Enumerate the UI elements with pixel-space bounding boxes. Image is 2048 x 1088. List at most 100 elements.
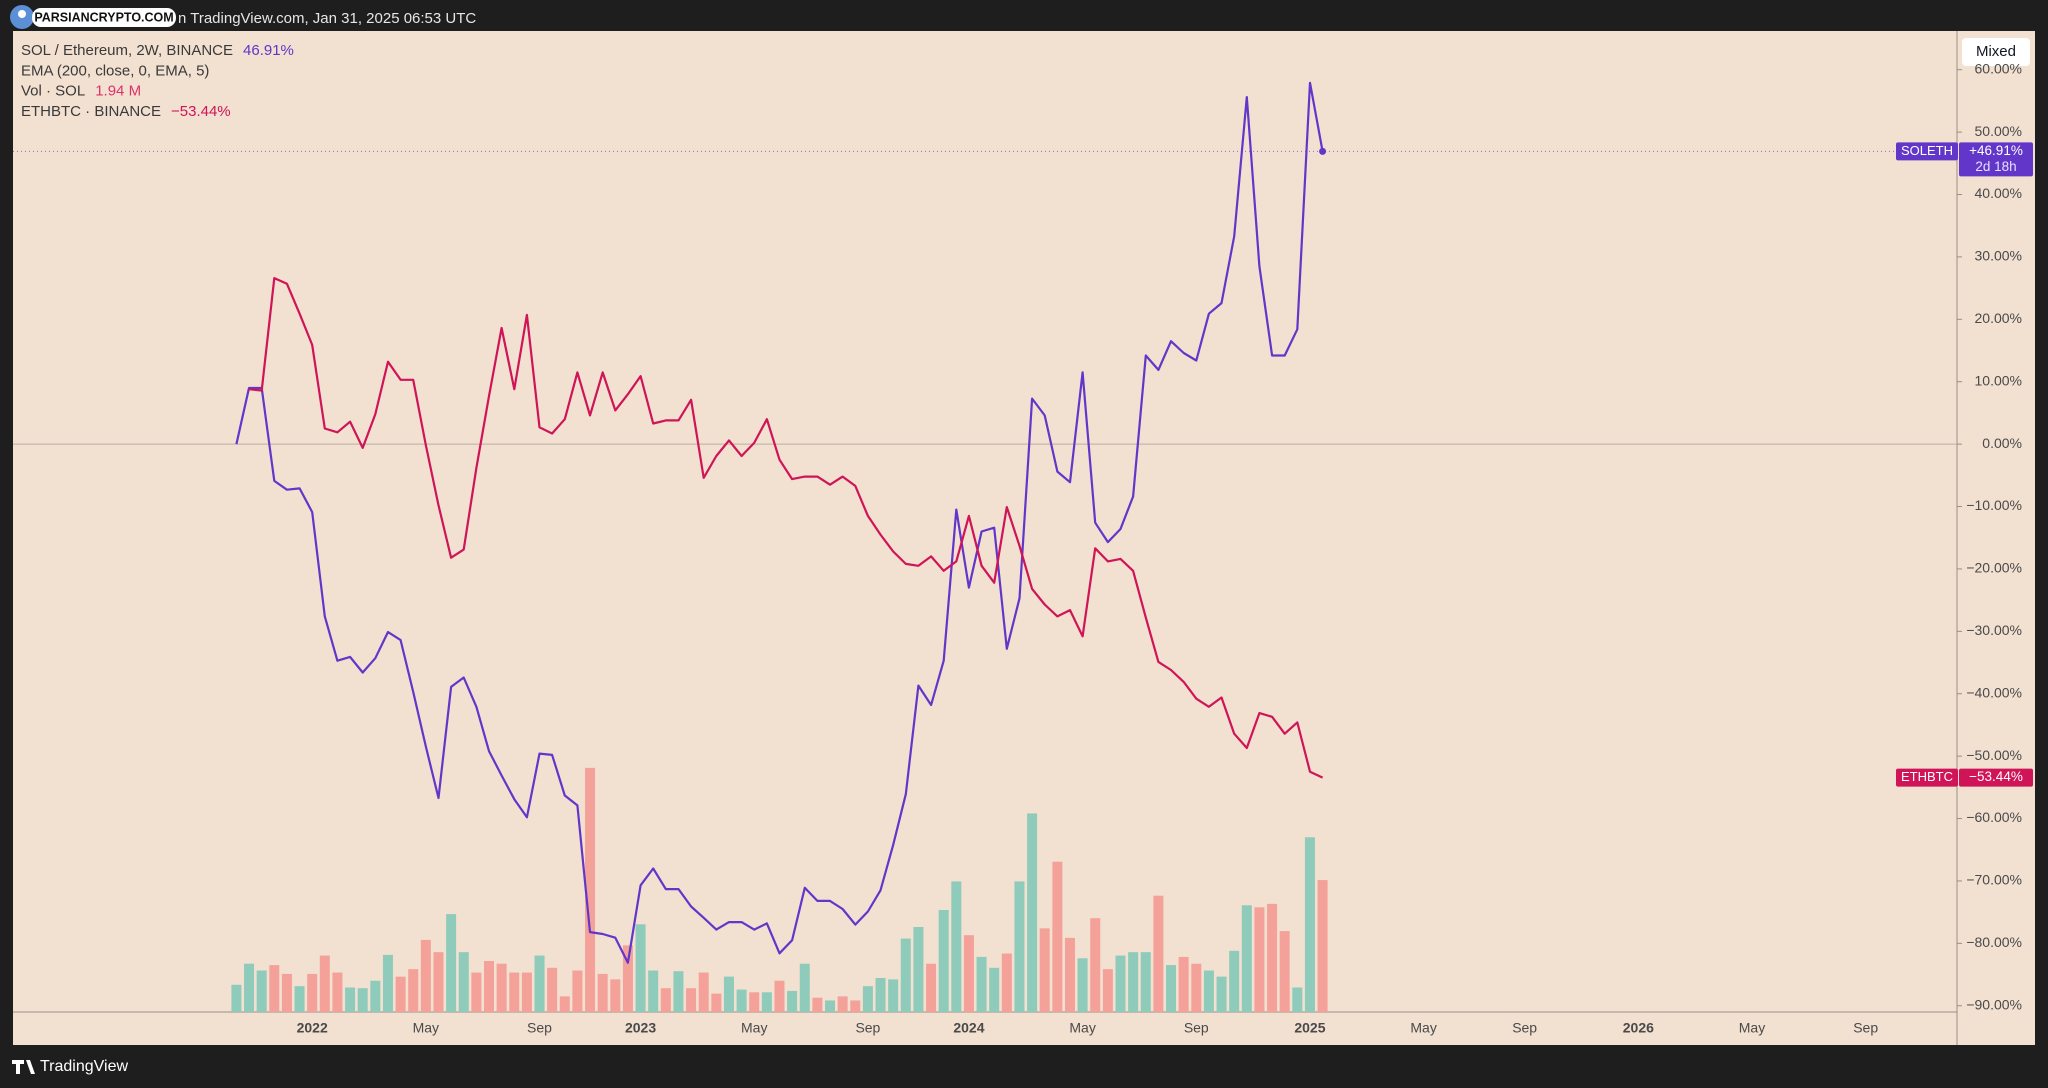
plot: −90.00% −80.00% −70.00% −60.00% −50.00% −40.0… bbox=[13, 60, 2022, 1036]
volume-bar bbox=[269, 965, 280, 1012]
volume-bar bbox=[446, 914, 457, 1012]
volume-bar bbox=[1216, 976, 1227, 1012]
volume-bar bbox=[471, 972, 482, 1012]
volume-bar bbox=[294, 986, 305, 1012]
x-tick-label: 2024 bbox=[953, 1020, 984, 1036]
volume-bar bbox=[244, 963, 255, 1012]
volume-bar bbox=[799, 963, 810, 1012]
volume-bar bbox=[1203, 970, 1214, 1012]
volume-bar bbox=[1077, 958, 1088, 1012]
volume-bar bbox=[1279, 931, 1290, 1012]
volume-bar bbox=[572, 970, 583, 1012]
volume-bar bbox=[319, 955, 330, 1012]
y-tick-label: −90.00% bbox=[1966, 996, 2022, 1012]
y-tick-label: −20.00% bbox=[1966, 560, 2022, 576]
volume-bar bbox=[698, 972, 709, 1012]
legend-value: 1.94 M bbox=[95, 83, 141, 100]
volume-bar bbox=[1267, 903, 1278, 1012]
x-tick-label: 2026 bbox=[1623, 1020, 1654, 1036]
scale-mode-label[interactable]: Mixed bbox=[1976, 43, 2016, 60]
x-tick-label: Sep bbox=[1853, 1020, 1878, 1036]
volume-bar bbox=[1254, 907, 1265, 1012]
volume-bar bbox=[1001, 953, 1012, 1012]
legend-label: ETHBTC · BINANCE bbox=[21, 103, 161, 120]
volume-bar bbox=[256, 970, 267, 1012]
y-tick-label: −60.00% bbox=[1966, 809, 2022, 825]
volume-bar bbox=[345, 987, 356, 1012]
volume-bar bbox=[1229, 950, 1240, 1012]
volume-bar bbox=[1064, 937, 1075, 1012]
x-tick-label: Sep bbox=[855, 1020, 880, 1036]
volume-bar bbox=[1128, 952, 1139, 1012]
y-tick-label: 20.00% bbox=[1975, 310, 2022, 326]
volume-bar bbox=[547, 967, 558, 1012]
volume-bar bbox=[837, 996, 848, 1012]
volume-bar bbox=[989, 967, 1000, 1012]
volume-bar bbox=[559, 996, 570, 1012]
volume-bar bbox=[597, 973, 608, 1012]
x-tick-label: Sep bbox=[1184, 1020, 1209, 1036]
y-tick-label: 30.00% bbox=[1975, 248, 2022, 264]
series-line bbox=[248, 277, 1324, 779]
volume-bar bbox=[900, 938, 911, 1012]
volume-bar bbox=[761, 992, 772, 1012]
volume-bar bbox=[1090, 918, 1101, 1012]
y-tick-label: 60.00% bbox=[1975, 60, 2022, 76]
watermark-logo-head bbox=[18, 10, 26, 18]
x-tick-label: Sep bbox=[1512, 1020, 1537, 1036]
y-tick-label: −50.00% bbox=[1966, 747, 2022, 763]
volume-bar bbox=[610, 979, 621, 1012]
watermark-badge bbox=[32, 8, 176, 27]
y-tick-label: −10.00% bbox=[1966, 497, 2022, 513]
value-badge-label: +46.91% bbox=[1969, 143, 2023, 158]
x-tick-label: May bbox=[413, 1020, 439, 1036]
symbol-badge bbox=[1896, 142, 1958, 161]
volume-bar bbox=[1140, 952, 1151, 1012]
volume-bar bbox=[231, 984, 242, 1012]
y-tick-label: −80.00% bbox=[1966, 934, 2022, 950]
volume-bar bbox=[622, 945, 633, 1012]
volume-bar bbox=[1166, 965, 1177, 1012]
volume-bar bbox=[521, 972, 532, 1012]
legend-value: 46.91% bbox=[243, 42, 294, 59]
symbol-badge-label: SOLETH bbox=[1901, 143, 1953, 158]
volume-bar bbox=[926, 963, 937, 1012]
volume-bar bbox=[382, 954, 393, 1012]
volume-bar bbox=[420, 939, 431, 1012]
x-tick-label: May bbox=[741, 1020, 767, 1036]
volume-bar bbox=[825, 1000, 836, 1012]
volume-bar bbox=[332, 972, 343, 1012]
volume-bar bbox=[1304, 837, 1315, 1012]
x-tick-label: Sep bbox=[527, 1020, 552, 1036]
last-point bbox=[1319, 147, 1327, 155]
volume-bar bbox=[433, 952, 444, 1012]
volume-bar bbox=[1014, 881, 1025, 1012]
volume-bar bbox=[307, 973, 318, 1012]
legend-value: −53.44% bbox=[171, 103, 231, 120]
volume-bar bbox=[1039, 928, 1050, 1012]
x-tick-label: May bbox=[1410, 1020, 1436, 1036]
volume-bar bbox=[635, 924, 646, 1012]
volume-bar bbox=[951, 881, 962, 1012]
volume-bar bbox=[711, 993, 722, 1012]
scale-mode-button[interactable] bbox=[1962, 38, 2030, 66]
volume-bar bbox=[458, 952, 469, 1012]
volume-bar bbox=[913, 927, 924, 1012]
volume-bar bbox=[1115, 955, 1126, 1012]
volume-bar bbox=[1191, 963, 1202, 1012]
y-tick-label: −70.00% bbox=[1966, 872, 2022, 888]
volume-bar bbox=[888, 979, 899, 1012]
volume-bar bbox=[1102, 969, 1113, 1012]
x-tick-label: May bbox=[1069, 1020, 1095, 1036]
x-tick-label: May bbox=[1739, 1020, 1765, 1036]
caption: n TradingView.com, Jan 31, 2025 06:53 UT… bbox=[178, 10, 476, 27]
legend-label: SOL / Ethereum, 2W, BINANCE bbox=[21, 42, 233, 59]
volume-bar bbox=[484, 961, 494, 1012]
volume-bar bbox=[509, 972, 520, 1012]
symbol-badge-label: ETHBTC bbox=[1901, 769, 1953, 784]
legend-label: Vol · SOL bbox=[21, 83, 85, 100]
volume-bar bbox=[496, 963, 507, 1012]
y-tick-label: 50.00% bbox=[1975, 123, 2022, 139]
volume-bar bbox=[1292, 987, 1303, 1012]
